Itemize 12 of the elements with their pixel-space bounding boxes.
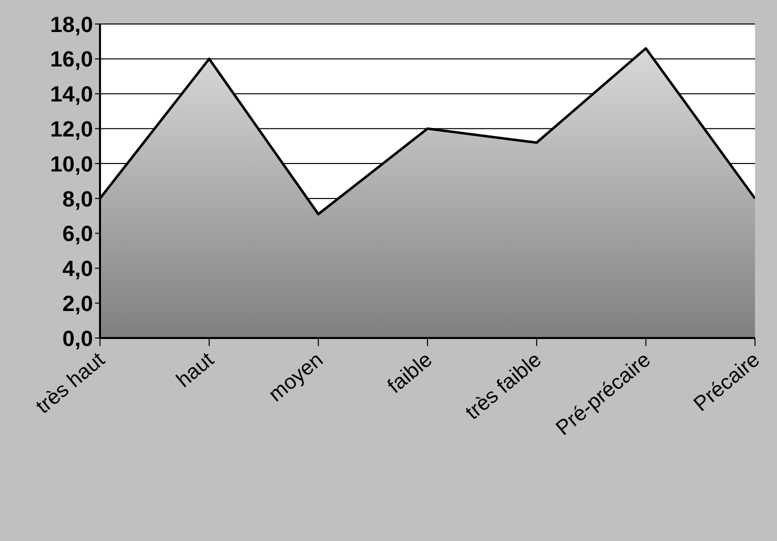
- y-tick-label: 8,0: [62, 186, 93, 212]
- y-tick-label: 18,0: [50, 12, 93, 37]
- y-tick-label: 4,0: [62, 256, 93, 282]
- y-tick-label: 0,0: [62, 326, 93, 351]
- y-tick-label: 6,0: [62, 221, 93, 246]
- y-tick-label: 16,0: [50, 46, 93, 72]
- x-tick-label: haut: [172, 348, 219, 392]
- x-tick-label: très haut: [32, 348, 110, 418]
- y-tick-label: 14,0: [50, 82, 93, 107]
- y-tick-label: 10,0: [50, 151, 93, 176]
- y-tick-label: 2,0: [62, 290, 93, 316]
- y-tick-label: 12,0: [50, 116, 93, 142]
